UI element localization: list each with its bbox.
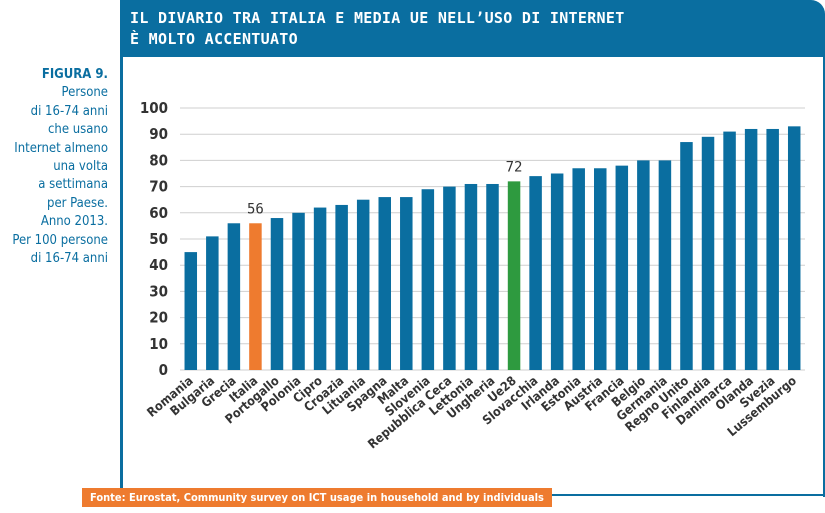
bar-belgio	[637, 160, 650, 370]
frame-bottom-border	[480, 494, 825, 496]
bar-croazia	[335, 204, 348, 370]
data-label: 56	[247, 201, 264, 217]
bar-germania	[658, 160, 672, 370]
y-tick-label: 30	[149, 282, 168, 300]
bar-irlanda	[550, 173, 564, 370]
bar-francia	[615, 165, 629, 370]
bar-lituania	[356, 199, 370, 370]
frame-right-border	[823, 57, 825, 497]
bar-polonia	[292, 212, 305, 370]
source-note: Fonte: Eurostat, Community survey on ICT…	[82, 488, 552, 507]
figure-description: Persone di 16-74 anni che usano Internet al…	[0, 84, 108, 268]
caption-line: per Paese.	[47, 195, 108, 211]
y-tick-label: 90	[149, 125, 168, 143]
bar-olanda	[744, 128, 758, 370]
caption-line: Persone	[61, 85, 108, 101]
caption-line: Per 100 persone	[12, 232, 108, 248]
y-tick-label: 100	[140, 99, 168, 117]
frame-left-border	[120, 57, 123, 492]
caption-line: una volta	[53, 159, 108, 175]
caption-line: di 16-74 anni	[30, 103, 108, 119]
data-label: 72	[506, 159, 523, 175]
caption-line: Internet almeno	[14, 140, 108, 156]
title-bar: IL DIVARIO TRA ITALIA E MEDIA UE NELL’US…	[120, 0, 825, 57]
bar-lussemburgo	[787, 126, 801, 370]
bar-repubblica-ceca	[443, 186, 456, 370]
bar-regno-unito	[680, 142, 693, 370]
bar-cipro	[313, 207, 327, 370]
bar-grecia	[227, 223, 241, 370]
bar-slovenia	[421, 189, 435, 370]
y-tick-label: 80	[149, 151, 168, 169]
caption-line: che usano	[48, 122, 108, 138]
y-tick-label: 50	[149, 230, 168, 248]
bar-slovacchia	[529, 176, 542, 370]
bar-estonia	[572, 168, 585, 370]
caption-line: di 16-74 anni	[30, 251, 108, 267]
bar-lettonia	[464, 183, 478, 370]
chart-title-line-1: IL DIVARIO TRA ITALIA E MEDIA UE NELL’US…	[130, 9, 625, 27]
bar-bulgaria	[206, 236, 219, 370]
caption-line: Anno 2013.	[40, 214, 108, 230]
y-tick-label: 20	[149, 309, 168, 327]
bar-portogallo	[270, 218, 284, 370]
y-tick-label: 10	[149, 335, 168, 353]
caption-line: a settimana	[38, 177, 108, 193]
bar-austria	[594, 168, 607, 370]
chart-title-line-2: È MOLTO ACCENTUATO	[130, 30, 298, 48]
bar-malta	[400, 197, 413, 370]
y-tick-label: 60	[149, 204, 168, 222]
bar-romania	[184, 252, 198, 370]
bar-ue28	[507, 181, 521, 370]
bar-svezia	[766, 128, 779, 370]
bar-finlandia	[701, 136, 715, 370]
y-tick-label: 0	[159, 361, 168, 379]
bar-danimarca	[723, 131, 736, 370]
bar-spagna	[378, 197, 391, 370]
bar-ungheria	[486, 183, 499, 370]
bar-italia	[249, 223, 262, 370]
y-tick-label: 70	[149, 178, 168, 196]
figure-number: FIGURA 9.	[41, 67, 108, 82]
y-tick-label: 40	[149, 256, 168, 274]
figure-caption: FIGURA 9. Persone di 16-74 anni che usano I…	[0, 66, 108, 268]
